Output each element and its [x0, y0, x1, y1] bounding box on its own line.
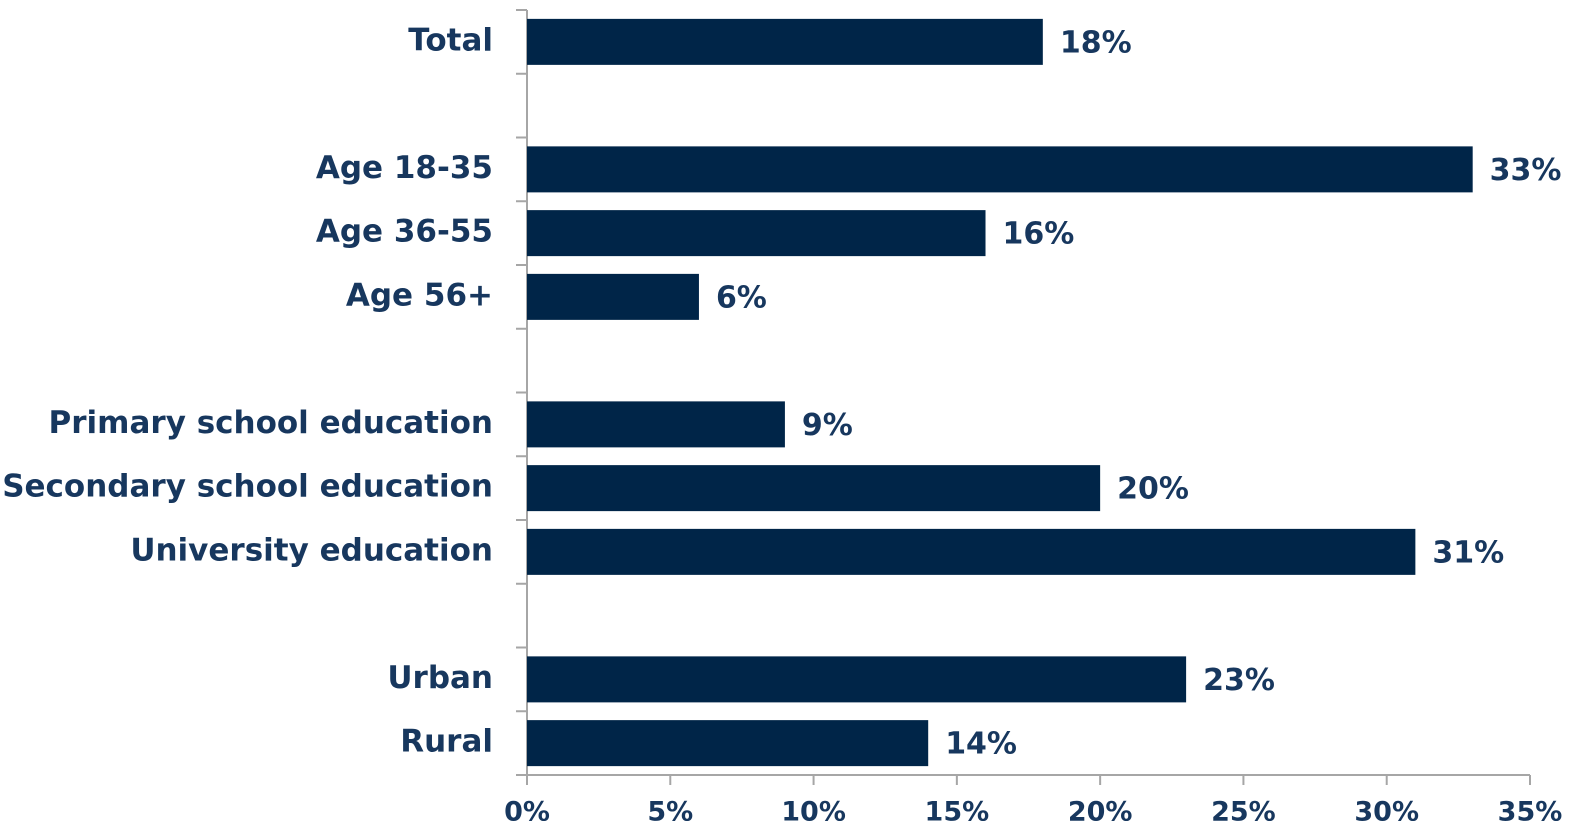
bar: [527, 273, 699, 320]
value-label: 18%: [1060, 25, 1132, 60]
category-label: Age 36-55: [316, 214, 493, 250]
x-tick-label: 35%: [1498, 797, 1563, 828]
value-label: 31%: [1432, 535, 1504, 570]
x-tick-label: 25%: [1211, 797, 1276, 828]
bar: [527, 401, 785, 448]
category-label: Secondary school education: [2, 469, 493, 505]
bar: [527, 18, 1043, 65]
bar: [527, 210, 986, 257]
bar: [527, 720, 929, 767]
x-tick-label: 0%: [504, 797, 550, 828]
bar: [527, 528, 1416, 575]
value-label: 14%: [945, 727, 1017, 762]
category-label: Total: [408, 22, 493, 58]
category-label: Primary school education: [49, 405, 493, 441]
x-tick-label: 10%: [781, 797, 846, 828]
bar: [527, 146, 1473, 193]
value-label: 33%: [1490, 153, 1562, 188]
value-label: 23%: [1203, 663, 1275, 698]
category-label: University education: [130, 532, 493, 568]
x-tick-label: 30%: [1354, 797, 1419, 828]
value-label: 9%: [802, 408, 853, 443]
x-tick-label: 20%: [1068, 797, 1133, 828]
bar: [527, 465, 1101, 512]
x-tick-label: 5%: [647, 797, 693, 828]
x-tick-label: 15%: [925, 797, 990, 828]
value-label: 6%: [716, 280, 767, 315]
value-label: 16%: [1003, 217, 1075, 252]
category-label: Urban: [387, 660, 493, 696]
bar: [527, 656, 1187, 703]
value-label: 20%: [1117, 472, 1189, 507]
category-label: Age 18-35: [316, 150, 493, 186]
category-label: Rural: [400, 724, 493, 760]
category-label: Age 56+: [346, 277, 493, 313]
